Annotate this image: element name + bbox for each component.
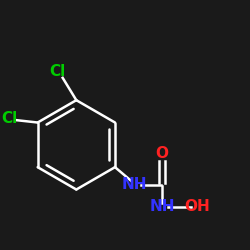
Text: O: O: [156, 146, 169, 161]
Text: Cl: Cl: [1, 111, 17, 126]
Text: NH: NH: [150, 199, 175, 214]
Text: NH: NH: [122, 177, 148, 192]
Text: OH: OH: [184, 199, 210, 214]
Text: Cl: Cl: [50, 64, 66, 79]
